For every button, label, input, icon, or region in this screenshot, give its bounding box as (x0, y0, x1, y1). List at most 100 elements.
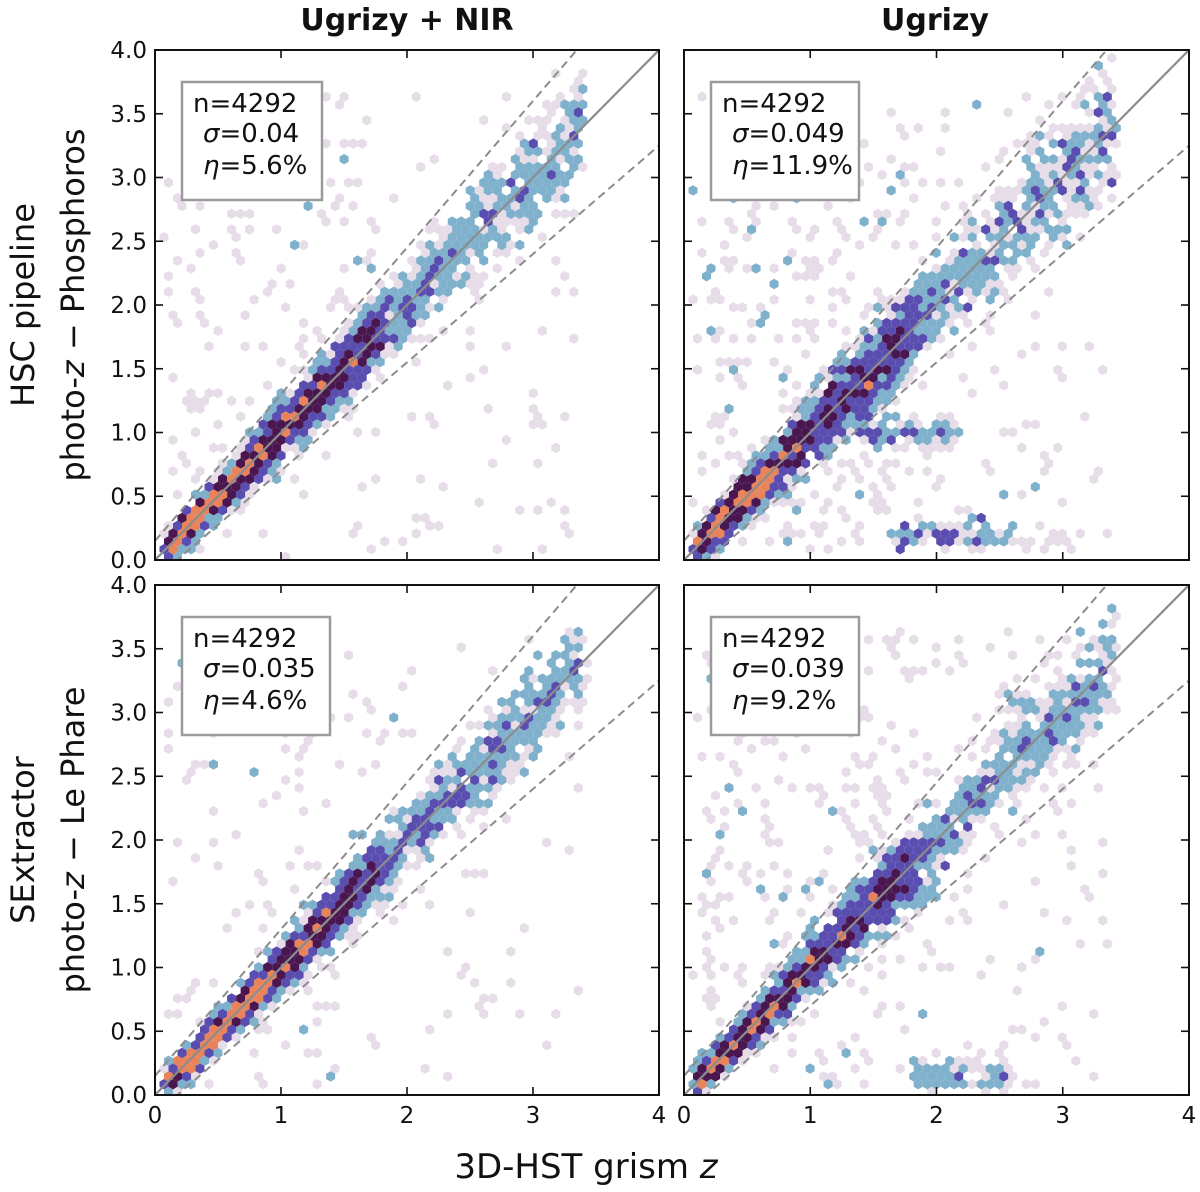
hexbin-cell (551, 1008, 561, 1020)
hexbin-cell (420, 813, 430, 825)
hexbin-cell (173, 255, 182, 266)
hexbin-cell (245, 473, 255, 485)
hexbin-cell (182, 395, 191, 407)
hexbin-cell (1102, 76, 1112, 87)
hexbin-cell (1071, 177, 1081, 188)
hexbin-cell (949, 891, 959, 903)
hexbin-cell (339, 325, 349, 336)
hexbin-cell (868, 341, 878, 352)
hexbin-cell (819, 930, 829, 942)
hexbin-cell (1044, 239, 1054, 251)
hexbin-cell (1003, 294, 1013, 305)
hexbin-cell (335, 380, 345, 391)
hexbin-cell (936, 473, 946, 485)
x-axis-label: 3D-HST grism z (454, 1147, 718, 1187)
hexbin-cell (1012, 263, 1022, 274)
hexbin-cell (425, 790, 435, 801)
hexbin-cell (389, 286, 399, 297)
hexbin-cell (191, 286, 200, 297)
hexbin-cell (774, 442, 784, 453)
hexbin-cell (945, 837, 955, 848)
hexbin-cell (1044, 650, 1054, 661)
hexbin-cell (546, 657, 556, 669)
hexbin-cell (398, 536, 408, 547)
reference-lines (155, 585, 659, 1095)
hexbin-cell (999, 239, 1009, 251)
hexbin-cell (855, 411, 865, 422)
hexbin-cell (524, 146, 534, 157)
hexbin-cell (348, 372, 358, 383)
hexbin-cell (407, 317, 417, 329)
hexbin-cell (846, 884, 856, 895)
hexbin-cell (411, 263, 421, 274)
hexbin-cell (787, 419, 797, 430)
hexbin-cell (994, 798, 1004, 809)
hexbin-cell (380, 868, 390, 879)
hexbin-cell (810, 333, 820, 344)
hexbin-cell (724, 216, 734, 227)
hexbin-cell (792, 333, 802, 344)
hexbin-cell (868, 481, 878, 492)
hexbin-cell (972, 239, 982, 251)
hexbin-cell (497, 774, 507, 786)
hexbin-cell (524, 665, 534, 676)
hexbin-cell (868, 388, 878, 399)
hexbin-cell (1107, 634, 1117, 645)
hexbin-cell (213, 860, 223, 871)
hexbin-cell (877, 891, 887, 903)
hexbin-cell (1003, 1063, 1013, 1074)
hexbin-cell (792, 224, 802, 235)
hexbin-cell (1021, 735, 1031, 747)
outlier-bound-upper (684, 585, 1108, 1077)
hexbin-cell (335, 915, 345, 926)
hexbin-cell (922, 325, 932, 336)
hexbin-cell (1008, 271, 1018, 282)
hexbin-cell (1057, 720, 1067, 731)
hexbin-cell (999, 286, 1009, 297)
hexbin-cell (715, 294, 725, 305)
hexbin-cell (927, 946, 937, 957)
hexbin-cell (1030, 704, 1040, 715)
hexbin-cell (294, 782, 304, 793)
hexbin-cell (1057, 673, 1067, 684)
hexbin-cell (515, 1008, 525, 1020)
hexbin-cell (213, 466, 223, 477)
hexbin-cell (715, 356, 725, 368)
hexbin-cell (778, 1001, 788, 1012)
hexbin-cell (949, 434, 959, 446)
hexbin-cell (886, 434, 896, 446)
hexbin-cell (985, 798, 995, 809)
hexbin-cell (389, 271, 399, 282)
hexbin-cell (492, 735, 502, 747)
hexbin-cell (339, 876, 349, 887)
hexbin-cell (823, 954, 833, 965)
hexbin-cell (533, 650, 543, 661)
hexbin-cell (810, 930, 820, 942)
hexbin-cell (546, 169, 556, 180)
hexbin-cell (873, 868, 883, 879)
hexbin-cell (805, 969, 815, 981)
hexbin-cell (1030, 185, 1040, 196)
hexbin-cell (855, 489, 865, 500)
hexbin-cell (972, 99, 982, 110)
hexbin-cell (1102, 91, 1112, 102)
hexbin-cell (474, 782, 484, 793)
hexbin-cell (918, 1055, 928, 1066)
hexbin-cell (697, 216, 707, 227)
hexbin-cell (443, 1071, 453, 1082)
hexbin-cell (519, 673, 529, 684)
hexbin-cell (1071, 650, 1081, 661)
hexbin-cell (855, 333, 865, 344)
hexbin-cell (555, 91, 565, 102)
hexbin-cell (560, 130, 570, 141)
hexbin-cell (555, 122, 565, 134)
hexbin-cell (353, 177, 363, 188)
hexbin-cell (945, 427, 955, 438)
hexbin-cell (353, 520, 363, 531)
hexbin-cell (330, 388, 340, 399)
hexbin-cell (967, 512, 977, 524)
hexbin-cell (294, 419, 304, 430)
hexbin-cell (425, 821, 435, 832)
hexbin-cell (479, 239, 489, 251)
